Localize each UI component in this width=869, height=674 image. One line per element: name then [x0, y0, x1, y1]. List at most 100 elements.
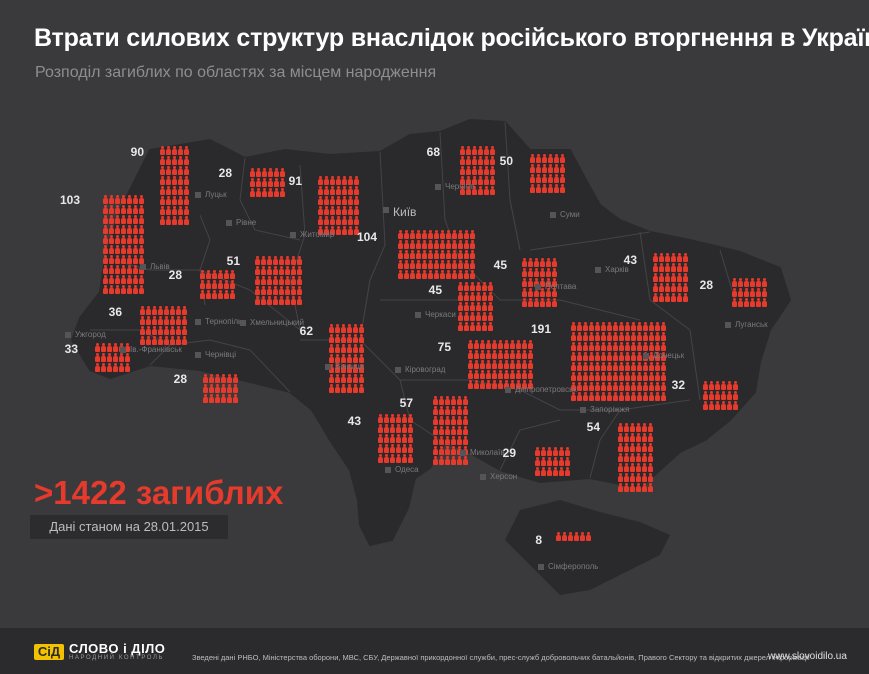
person-icon	[474, 350, 479, 359]
person-icon	[613, 322, 618, 331]
person-icon	[478, 156, 483, 165]
person-icon	[262, 168, 267, 177]
city-square-icon	[435, 184, 441, 190]
person-icon	[451, 406, 456, 415]
person-icon	[624, 423, 629, 432]
person-icon	[474, 360, 479, 369]
person-icon	[482, 322, 487, 331]
person-icon	[653, 283, 658, 292]
person-icon	[203, 394, 208, 403]
region-count-label: 90	[130, 145, 144, 159]
person-icon	[709, 401, 714, 410]
person-icon	[630, 453, 635, 462]
person-icon	[546, 268, 551, 277]
person-icon	[464, 292, 469, 301]
person-icon	[482, 302, 487, 311]
person-icon	[625, 382, 630, 391]
person-icon	[624, 483, 629, 492]
person-icon	[404, 270, 409, 279]
person-icon	[546, 278, 551, 287]
person-icon	[354, 186, 359, 195]
person-icon	[227, 374, 232, 383]
person-icon	[268, 188, 273, 197]
person-icon	[158, 336, 163, 345]
person-icon	[330, 226, 335, 235]
person-icon	[285, 286, 290, 295]
person-icon	[492, 340, 497, 349]
person-icon	[233, 384, 238, 393]
person-icon	[522, 258, 527, 267]
person-icon	[115, 285, 120, 294]
person-icon	[250, 178, 255, 187]
person-icon	[653, 263, 658, 272]
person-icon	[528, 278, 533, 287]
person-icon	[396, 444, 401, 453]
person-icon	[661, 322, 666, 331]
person-icon	[613, 352, 618, 361]
person-icon	[541, 457, 546, 466]
region-casualty-grid	[530, 154, 565, 193]
region-count-label: 57	[399, 396, 413, 410]
person-icon	[476, 292, 481, 301]
city-label: Чернігів	[445, 182, 475, 191]
person-icon	[703, 381, 708, 390]
person-icon	[552, 258, 557, 267]
person-icon	[279, 286, 284, 295]
person-icon	[470, 282, 475, 291]
person-icon	[607, 342, 612, 351]
person-icon	[434, 260, 439, 269]
person-icon	[659, 273, 664, 282]
person-icon	[522, 288, 527, 297]
person-icon	[233, 374, 238, 383]
person-icon	[109, 265, 114, 274]
person-icon	[498, 380, 503, 389]
person-icon	[329, 374, 334, 383]
person-icon	[341, 354, 346, 363]
person-icon	[589, 362, 594, 371]
person-icon	[115, 275, 120, 284]
person-icon	[422, 250, 427, 259]
person-icon	[255, 286, 260, 295]
person-icon	[273, 266, 278, 275]
person-icon	[574, 532, 579, 541]
person-icon	[522, 340, 527, 349]
city-square-icon	[480, 474, 486, 480]
person-icon	[127, 215, 132, 224]
website-link[interactable]: www.slovoidilo.ua	[768, 651, 847, 662]
person-icon	[274, 188, 279, 197]
person-icon	[408, 414, 413, 423]
region-casualty-grid	[329, 324, 364, 393]
person-icon	[398, 260, 403, 269]
city-label: Київ	[393, 205, 417, 219]
person-icon	[166, 186, 171, 195]
person-icon	[139, 195, 144, 204]
person-icon	[504, 340, 509, 349]
person-icon	[182, 306, 187, 315]
city-label: Вінниця	[335, 362, 365, 371]
person-icon	[488, 322, 493, 331]
person-icon	[516, 360, 521, 369]
person-icon	[659, 283, 664, 292]
person-icon	[649, 362, 654, 371]
person-icon	[484, 176, 489, 185]
person-icon	[642, 423, 647, 432]
person-icon	[625, 342, 630, 351]
person-icon	[133, 225, 138, 234]
person-icon	[738, 278, 743, 287]
sources-note: Зведені дані РНБО, Міністерства оборони,…	[192, 653, 810, 662]
person-icon	[630, 423, 635, 432]
person-icon	[466, 146, 471, 155]
person-icon	[285, 296, 290, 305]
person-icon	[404, 240, 409, 249]
person-icon	[583, 372, 588, 381]
person-icon	[434, 270, 439, 279]
person-icon	[619, 382, 624, 391]
person-icon	[109, 275, 114, 284]
person-icon	[510, 380, 515, 389]
person-icon	[589, 332, 594, 341]
person-icon	[146, 306, 151, 315]
person-icon	[446, 260, 451, 269]
person-icon	[595, 382, 600, 391]
person-icon	[291, 266, 296, 275]
person-icon	[184, 156, 189, 165]
